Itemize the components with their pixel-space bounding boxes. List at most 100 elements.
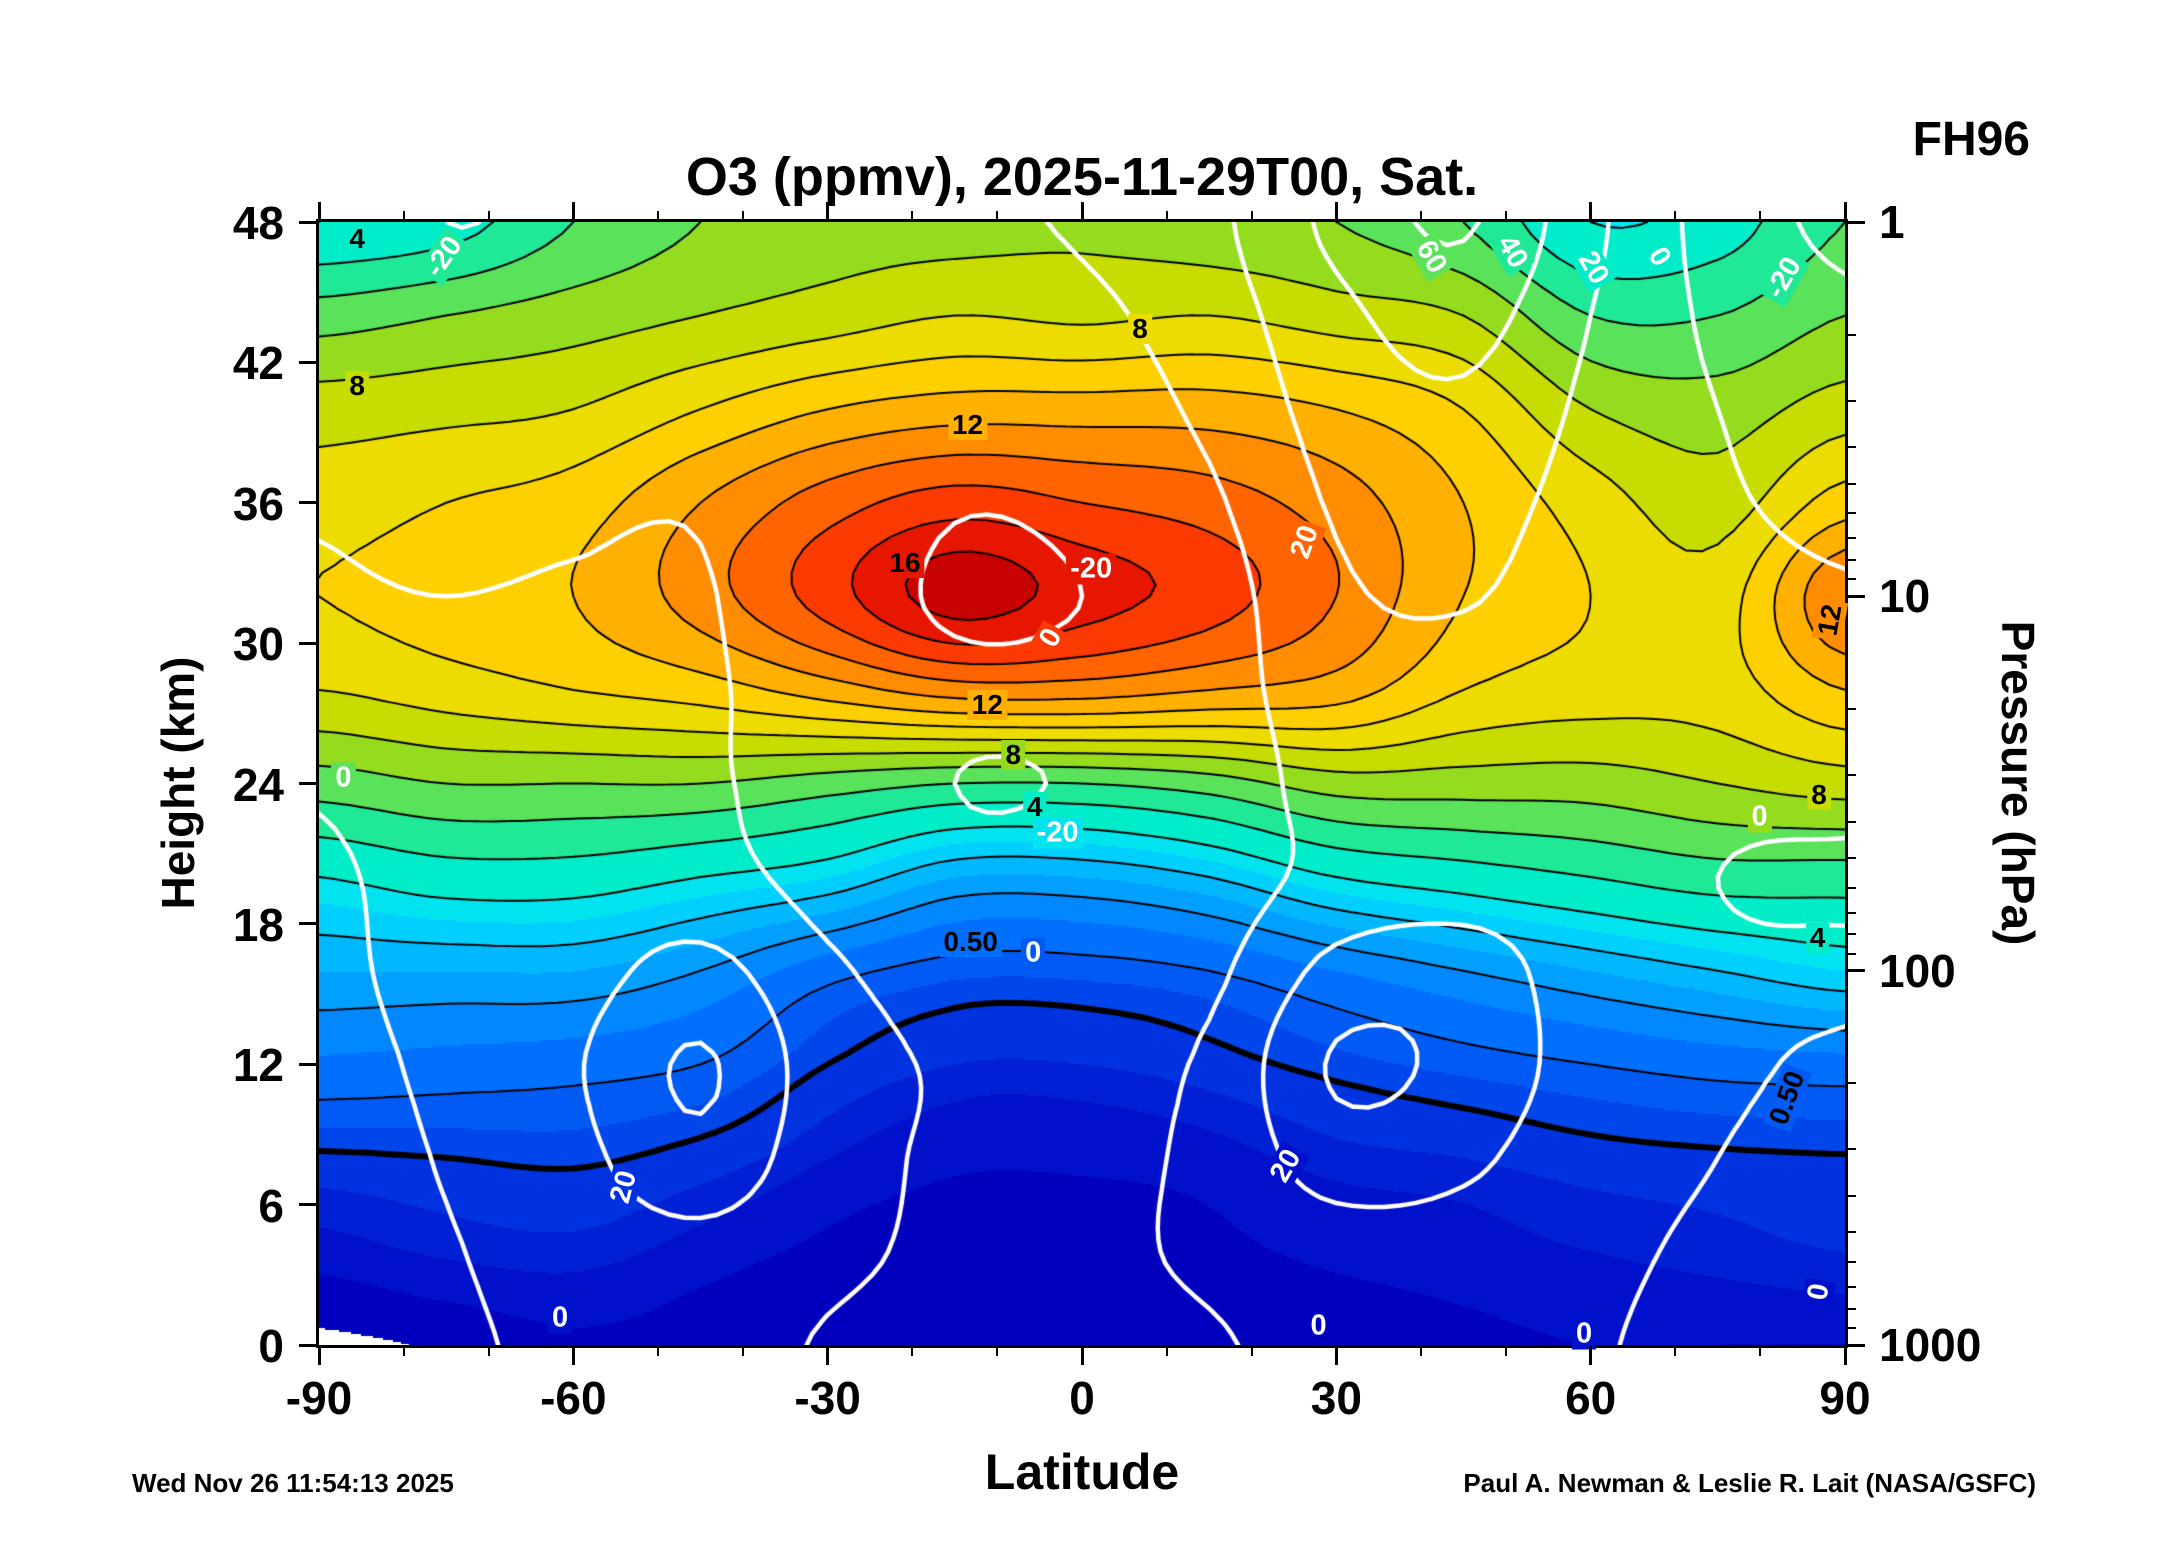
latitude-minor-tick-top — [741, 211, 744, 222]
pressure-minor-tick — [1845, 1286, 1856, 1288]
height-axis-tick — [299, 1343, 319, 1347]
contour-label-black: 8 — [345, 370, 369, 401]
latitude-axis-tick-top — [1334, 202, 1338, 222]
latitude-axis-tick-top — [317, 202, 321, 222]
latitude-minor-tick-top — [1165, 211, 1168, 222]
pressure-minor-tick — [1845, 1326, 1856, 1329]
height-axis-tick — [299, 922, 319, 926]
latitude-axis-tick — [1589, 1345, 1593, 1365]
latitude-axis-title: Latitude — [984, 1444, 1180, 1500]
height-axis-tick — [299, 501, 319, 505]
contour-label-white: -20 — [1032, 817, 1083, 849]
pressure-minor-tick — [1845, 1148, 1856, 1151]
latitude-minor-tick — [1674, 1345, 1677, 1356]
latitude-minor-tick — [911, 1345, 914, 1356]
latitude-axis-tick — [1843, 1345, 1847, 1365]
latitude-minor-tick — [741, 1345, 744, 1356]
latitude-axis-tick — [826, 1345, 830, 1365]
height-axis-tick — [299, 360, 319, 364]
contour-label-black: 12 — [967, 689, 1007, 720]
pressure-minor-tick — [1845, 933, 1856, 936]
height-tick-label: 24 — [232, 758, 284, 811]
pressure-tick-label: 10 — [1879, 570, 1931, 623]
pressure-minor-tick — [1845, 333, 1856, 336]
pressure-minor-tick — [1845, 1307, 1856, 1310]
latitude-minor-tick-top — [1504, 211, 1507, 222]
latitude-tick-label: 60 — [1565, 1372, 1617, 1424]
latitude-minor-tick — [657, 1345, 660, 1356]
latitude-axis-tick-top — [571, 202, 575, 222]
contour-label-white: 0 — [1021, 937, 1046, 969]
pressure-minor-tick — [1845, 1231, 1856, 1234]
latitude-minor-tick-top — [402, 211, 405, 222]
height-axis-tick — [299, 782, 319, 785]
latitude-minor-tick-top — [996, 211, 999, 222]
author-credit: Paul A. Newman & Leslie R. Lait (NASA/GS… — [1463, 1468, 2036, 1498]
latitude-minor-tick-top — [911, 211, 914, 222]
pressure-minor-tick — [1845, 952, 1856, 955]
latitude-minor-tick — [1165, 1345, 1168, 1356]
height-tick-label: 0 — [258, 1320, 284, 1372]
latitude-minor-tick — [1759, 1345, 1762, 1356]
pressure-minor-tick — [1845, 399, 1856, 402]
latitude-axis-tick-top — [1589, 202, 1593, 222]
pressure-axis-tick — [1845, 220, 1865, 224]
latitude-axis-tick — [1080, 1345, 1084, 1365]
pressure-minor-tick — [1845, 708, 1856, 711]
latitude-minor-tick — [402, 1345, 405, 1356]
contour-label-black: 4 — [1805, 923, 1830, 954]
latitude-minor-tick-top — [657, 211, 660, 222]
pressure-minor-tick — [1845, 537, 1856, 540]
pressure-minor-tick — [1845, 886, 1856, 889]
latitude-minor-tick-top — [1759, 211, 1762, 222]
height-tick-label: 18 — [232, 898, 284, 951]
latitude-axis-tick-top — [1080, 202, 1084, 222]
pressure-axis-tick — [1845, 594, 1865, 598]
contour-label-white: -20 — [1066, 553, 1117, 585]
pressure-minor-tick — [1845, 512, 1856, 515]
pressure-tick-label: 1000 — [1879, 1319, 1982, 1371]
contour-label-black: 0.50 — [939, 926, 1002, 957]
latitude-tick-label: 30 — [1310, 1372, 1362, 1424]
latitude-axis-tick — [1334, 1345, 1338, 1365]
pressure-axis-title: Pressure (hPa) — [1992, 620, 2044, 946]
latitude-minor-tick — [1250, 1345, 1253, 1356]
pressure-tick-label: 100 — [1879, 944, 1956, 997]
contour-plot-canvas — [319, 222, 1845, 1345]
contour-label-white: 0 — [548, 1302, 573, 1334]
height-axis-tick — [299, 1203, 319, 1207]
height-tick-label: 48 — [232, 197, 284, 249]
contour-label-black: 16 — [885, 548, 925, 579]
pressure-minor-tick — [1845, 856, 1856, 859]
contour-label-white: 0 — [1747, 801, 1772, 833]
chart-title: O3 (ppmv), 2025-11-29T00, Sat. — [685, 147, 1479, 207]
latitude-tick-label: -30 — [794, 1372, 861, 1424]
plot-frame — [316, 219, 1848, 1348]
latitude-axis-tick-top — [826, 202, 830, 222]
latitude-tick-label: 0 — [1069, 1372, 1095, 1424]
latitude-axis-tick — [571, 1345, 575, 1365]
pressure-minor-tick — [1845, 446, 1856, 449]
pressure-minor-tick — [1845, 773, 1856, 776]
contour-label-white: 0 — [331, 762, 356, 794]
contour-label-black: 4 — [345, 223, 369, 254]
latitude-axis-tick — [317, 1345, 321, 1365]
height-tick-label: 36 — [232, 477, 284, 530]
pressure-minor-tick — [1845, 1260, 1856, 1263]
height-axis-tick — [299, 1062, 319, 1066]
contour-label-black: 8 — [1128, 313, 1152, 344]
latitude-tick-label: 90 — [1819, 1372, 1871, 1424]
forecast-hour-label: FH96 — [1912, 113, 2030, 166]
latitude-minor-tick-top — [1250, 211, 1253, 222]
creation-timestamp: Wed Nov 26 11:54:13 2025 — [132, 1468, 454, 1498]
height-tick-label: 12 — [232, 1039, 284, 1092]
pressure-minor-tick — [1845, 1195, 1856, 1198]
latitude-minor-tick-top — [487, 211, 490, 222]
pressure-minor-tick — [1845, 559, 1856, 562]
contour-label-black: 4 — [1022, 792, 1047, 823]
contour-label-black: 8 — [1807, 779, 1831, 810]
pressure-minor-tick — [1845, 578, 1856, 581]
pressure-minor-tick — [1845, 820, 1856, 823]
contour-label-white: 0 — [1571, 1318, 1597, 1350]
